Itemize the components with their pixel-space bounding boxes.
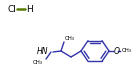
Text: CH₃: CH₃: [33, 60, 43, 65]
Text: CH₃: CH₃: [122, 49, 132, 54]
Text: H: H: [26, 4, 33, 13]
Text: O: O: [114, 47, 120, 56]
Text: Cl: Cl: [7, 4, 16, 13]
Text: HN: HN: [36, 48, 48, 57]
Text: CH₃: CH₃: [65, 36, 75, 41]
